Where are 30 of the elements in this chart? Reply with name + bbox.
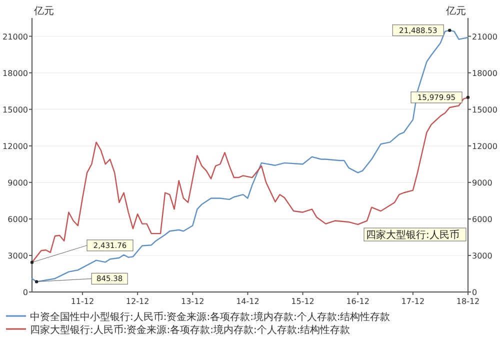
y2-tick-label: 12000 <box>472 142 498 151</box>
y2-tick-label: 6000 <box>472 214 492 224</box>
y2-tick-label: 21000 <box>472 32 498 42</box>
y2-tick-label: 18000 <box>472 68 498 78</box>
x-tick-label: 13-12 <box>181 297 204 306</box>
x-tick-label: 11-12 <box>70 297 94 306</box>
y2-axis-title: 亿元 <box>445 6 466 17</box>
y-tick-label: 21000 <box>2 32 28 42</box>
x-tick-label: 15-12 <box>291 297 314 306</box>
legend-label: 中资全国性中小型银行:人民币:资金来源:各项存款:境内存款:个人存款:结构性存款 <box>30 311 390 323</box>
y-tick-label: 3000 <box>8 251 28 260</box>
y2-tick-label: 0 <box>472 288 478 297</box>
y-tick-label: 12000 <box>2 142 28 151</box>
y-tick-label: 15000 <box>2 105 28 114</box>
x-tick-label: 14-12 <box>236 297 260 306</box>
y-tick-label: 6000 <box>8 214 28 224</box>
y-tick-label: 9000 <box>8 178 28 188</box>
y-tick-label: 0 <box>22 288 28 297</box>
line-series <box>31 28 469 284</box>
y2-tick-label: 15000 <box>472 105 498 114</box>
legend-label: 四家大型银行:人民币:资金来源:各项存款:境内存款:个人存款:结构性存款 <box>30 324 350 336</box>
x-tick-label: 12-12 <box>126 297 150 306</box>
y2-tick-label: 3000 <box>472 251 492 260</box>
y-tick-label: 18000 <box>2 68 28 78</box>
annotation: 四家大型银行:人民币 <box>366 229 460 241</box>
x-tick-label: 17-12 <box>401 297 425 306</box>
x-tick-label: 18-12 <box>456 297 480 306</box>
y-axis-title: 亿元 <box>33 6 54 17</box>
y2-tick-label: 9000 <box>472 178 492 188</box>
x-tick-label: 16-12 <box>346 297 370 306</box>
